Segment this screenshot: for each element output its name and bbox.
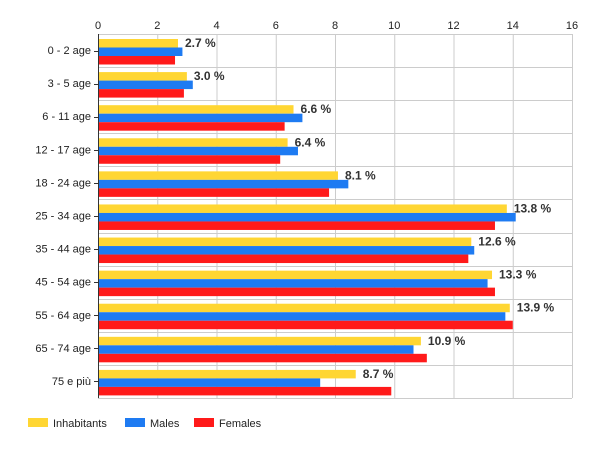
data-label: 13.3 % (499, 268, 537, 282)
bar-males-5 (99, 212, 516, 222)
x-tick-label: 2 (154, 20, 160, 32)
legend-swatch-males (125, 418, 145, 427)
grid-layer (98, 34, 573, 399)
bar-females-2 (99, 122, 285, 131)
category-label: 25 - 34 age (35, 211, 91, 223)
bar-males-2 (99, 113, 303, 123)
bar-males-6 (99, 246, 475, 255)
x-tick-label: 4 (213, 20, 219, 32)
data-label: 8.7 % (363, 367, 394, 381)
axis-layer: 0 2 4 6 8 10 12 14 16 0 - 2 age 3 - 5 age 6 - 11 ag… (35, 20, 578, 398)
bar-females-5 (99, 221, 495, 230)
data-label: 6.4 % (295, 135, 326, 149)
category-label: 12 - 17 age (35, 144, 91, 156)
bar-females-6 (99, 254, 469, 264)
category-label: 3 - 5 age (48, 78, 91, 90)
category-label: 55 - 64 age (35, 310, 91, 322)
category-label: 6 - 11 age (42, 111, 91, 123)
category-label: 65 - 74 age (35, 343, 91, 355)
legend-label-inhabitants: Inhabitants (53, 418, 107, 430)
bars-layer (99, 39, 516, 396)
bar-inhabitants-2 (99, 105, 294, 114)
bar-inhabitants-9 (99, 336, 421, 346)
bar-females-1 (99, 89, 184, 98)
x-tick-label: 10 (388, 20, 400, 32)
data-label: 10.9 % (428, 334, 466, 348)
data-label: 2.7 % (185, 36, 216, 50)
bar-males-8 (99, 312, 506, 321)
legend-label-males: Males (150, 418, 180, 430)
data-label: 13.9 % (517, 301, 555, 315)
bar-inhabitants-1 (99, 72, 187, 81)
data-label: 13.8 % (514, 201, 552, 215)
x-tick-label: 12 (447, 20, 459, 32)
bar-inhabitants-0 (99, 39, 178, 48)
bar-inhabitants-6 (99, 237, 472, 247)
x-tick-label: 8 (332, 20, 338, 32)
bar-inhabitants-7 (99, 270, 493, 280)
bar-males-1 (99, 80, 193, 90)
bar-females-0 (99, 56, 176, 65)
bar-inhabitants-3 (99, 138, 288, 147)
legend: Inhabitants Males Females (28, 418, 262, 430)
data-label: 6.6 % (301, 102, 332, 116)
bar-inhabitants-5 (99, 204, 507, 213)
bar-females-10 (99, 386, 392, 396)
bar-inhabitants-10 (99, 369, 356, 379)
category-label: 75 e più (52, 376, 91, 388)
legend-swatch-inhabitants (28, 418, 48, 427)
x-tick-label: 16 (566, 20, 578, 32)
bar-females-8 (99, 320, 513, 330)
bar-females-4 (99, 188, 330, 197)
bar-inhabitants-4 (99, 171, 338, 180)
category-label: 18 - 24 age (35, 177, 91, 189)
bar-males-9 (99, 345, 414, 354)
bar-females-3 (99, 155, 281, 164)
bar-males-4 (99, 179, 349, 189)
x-tick-label: 6 (273, 20, 279, 32)
bar-males-7 (99, 279, 488, 288)
legend-swatch-females (194, 418, 214, 427)
bar-females-7 (99, 287, 495, 297)
data-label: 12.6 % (478, 235, 516, 249)
labels-layer: 2.7 % 3.0 % 6.6 % 6.4 % 8.1 % 13.8 % 12.6 % 13.… (185, 36, 554, 381)
category-label: 0 - 2 age (48, 45, 91, 57)
category-label: 45 - 54 age (35, 277, 91, 289)
bar-inhabitants-8 (99, 303, 510, 313)
data-label: 3.0 % (194, 69, 225, 83)
data-label: 8.1 % (345, 168, 376, 182)
legend-label-females: Females (219, 418, 262, 430)
category-label: 35 - 44 age (35, 244, 91, 256)
bar-females-9 (99, 353, 427, 363)
x-tick-label: 14 (507, 20, 519, 32)
bar-males-0 (99, 47, 183, 56)
bar-males-10 (99, 378, 321, 387)
x-tick-label: 0 (95, 20, 101, 32)
bar-males-3 (99, 146, 298, 156)
